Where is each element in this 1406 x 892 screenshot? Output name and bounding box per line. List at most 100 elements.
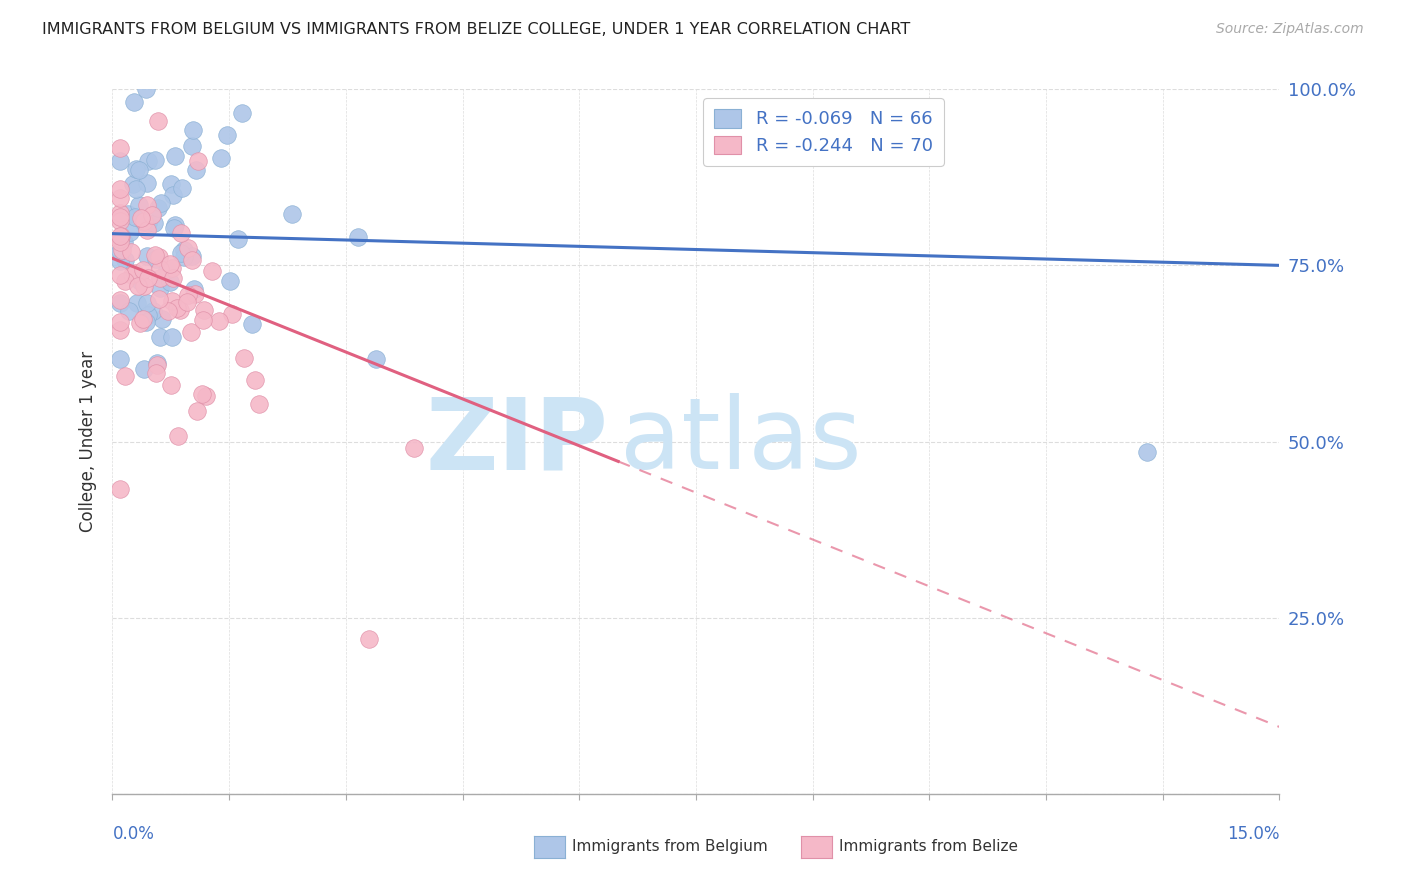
Point [149,261,172,276]
Point [136,216,159,230]
Point [124,210,146,224]
Point [110,191,132,205]
Point [232,351,254,365]
Point [128,197,150,211]
Point [110,235,132,249]
Point [186,404,208,418]
Point [110,232,132,246]
Point [110,244,132,258]
Point [110,352,132,367]
Point [110,482,132,496]
Point [122,177,145,191]
Point [231,106,253,120]
Point [176,294,198,309]
Point [127,279,149,293]
Text: Source: ZipAtlas.com: Source: ZipAtlas.com [1216,22,1364,37]
Point [148,293,170,307]
Point [160,177,183,191]
Point [187,154,209,169]
Point [166,301,188,316]
Point [167,429,190,443]
Point [145,366,167,380]
Point [163,218,186,232]
Point [160,378,183,392]
Point [162,270,184,285]
Point [181,249,204,263]
Point [142,216,165,230]
Point [135,177,157,191]
Point [122,95,145,109]
Point [195,389,218,403]
Point [132,214,155,228]
Text: IMMIGRANTS FROM BELGIUM VS IMMIGRANTS FROM BELIZE COLLEGE, UNDER 1 YEAR CORRELAT: IMMIGRANTS FROM BELGIUM VS IMMIGRANTS FR… [42,22,911,37]
Point [117,304,139,318]
Point [281,207,304,221]
Point [120,244,142,259]
Text: 15.0%: 15.0% [1227,825,1279,843]
Point [183,282,205,296]
Point [240,317,263,331]
Point [136,296,159,310]
Point [131,263,153,277]
Point [143,153,166,167]
Point [146,356,169,370]
Point [136,249,159,263]
Point [110,315,132,329]
Point [173,250,195,264]
Point [145,252,167,266]
Text: Immigrants from Belize: Immigrants from Belize [839,839,1018,854]
Point [132,362,155,376]
Point [110,213,132,227]
Point [125,161,148,176]
Y-axis label: College, Under 1 year: College, Under 1 year [79,351,97,533]
Point [217,128,239,142]
Point [110,153,132,168]
Point [132,279,155,293]
Point [110,268,132,283]
Point [245,373,267,387]
Point [136,308,159,322]
Point [184,163,207,178]
Point [193,313,215,327]
Point [160,330,183,344]
Point [143,248,166,262]
Point [247,397,270,411]
Point [226,232,249,246]
Point [193,302,215,317]
Point [114,369,136,384]
Point [146,358,169,372]
Point [110,141,132,155]
Point [132,215,155,229]
Text: Immigrants from Belgium: Immigrants from Belgium [572,839,768,854]
Point [142,303,165,318]
Point [219,274,242,288]
Point [180,139,202,153]
Point [135,314,157,328]
Point [114,235,136,249]
Point [169,303,191,318]
Point [162,187,184,202]
Text: 0.0%: 0.0% [112,825,155,843]
Point [124,267,146,281]
Point [148,251,170,265]
Point [146,114,169,128]
Point [135,198,157,212]
Point [110,228,132,243]
Point [125,296,148,310]
Point [180,325,202,339]
Point [162,220,184,235]
Point [347,230,370,244]
Point [110,293,132,308]
Point [1136,445,1159,459]
Point [129,316,152,330]
Point [149,281,172,295]
Point [170,226,193,240]
Text: ZIP: ZIP [426,393,609,490]
Point [138,153,160,168]
Point [136,271,159,285]
Point [135,82,157,96]
Point [173,244,195,258]
Text: atlas: atlas [620,393,862,490]
Point [156,304,179,318]
Point [110,254,132,268]
